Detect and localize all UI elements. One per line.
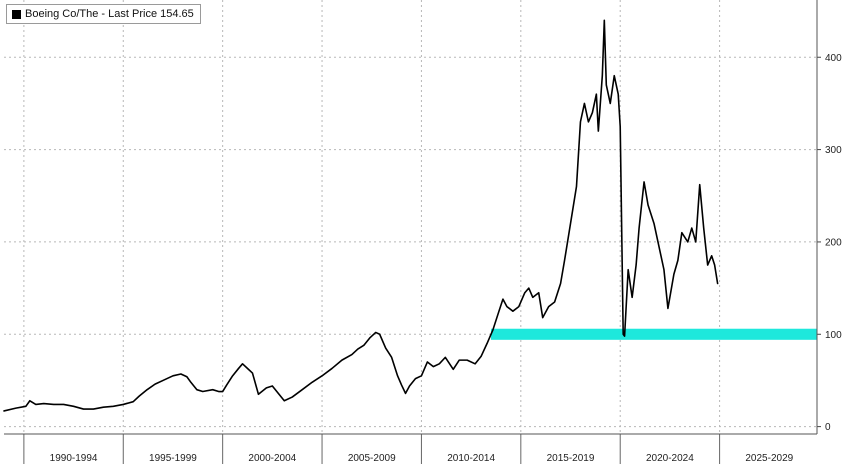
axes: 0 100 200 300 400 1990-1994 1995-1999 2000-2004…	[4, 0, 842, 464]
support-zone-band	[491, 328, 817, 340]
x-tick-label: 1995-1999	[149, 453, 197, 464]
x-tick-label: 2010-2014	[447, 453, 495, 464]
series-layer	[3, 19, 719, 412]
x-tick-label: 2025-2029	[745, 453, 793, 464]
x-tick-label: 2015-2019	[547, 453, 595, 464]
price-line	[3, 19, 719, 412]
legend-swatch-icon	[12, 9, 21, 19]
y-tick-label: 400	[825, 53, 842, 64]
legend-label: Boeing Co/The - Last Price 154.65	[25, 8, 194, 20]
grid-lines	[4, 0, 817, 434]
x-tick-label: 2020-2024	[646, 453, 694, 464]
highlight-band-layer	[491, 328, 817, 340]
y-tick-label: 0	[825, 422, 831, 433]
legend: Boeing Co/The - Last Price 154.65	[6, 4, 201, 24]
y-tick-label: 200	[825, 237, 842, 248]
x-tick-label: 2000-2004	[248, 453, 296, 464]
y-tick-label: 300	[825, 145, 842, 156]
x-tick-label: 2005-2009	[348, 453, 396, 464]
y-tick-label: 100	[825, 330, 842, 341]
x-tick-label: 1990-1994	[50, 453, 98, 464]
